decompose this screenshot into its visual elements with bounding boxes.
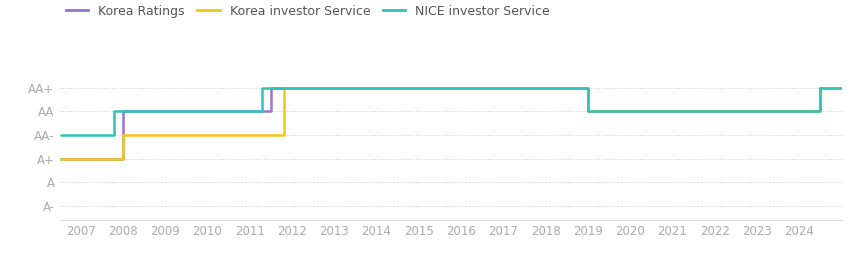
Legend: Korea Ratings, Korea investor Service, NICE investor Service: Korea Ratings, Korea investor Service, N… [65, 5, 550, 18]
